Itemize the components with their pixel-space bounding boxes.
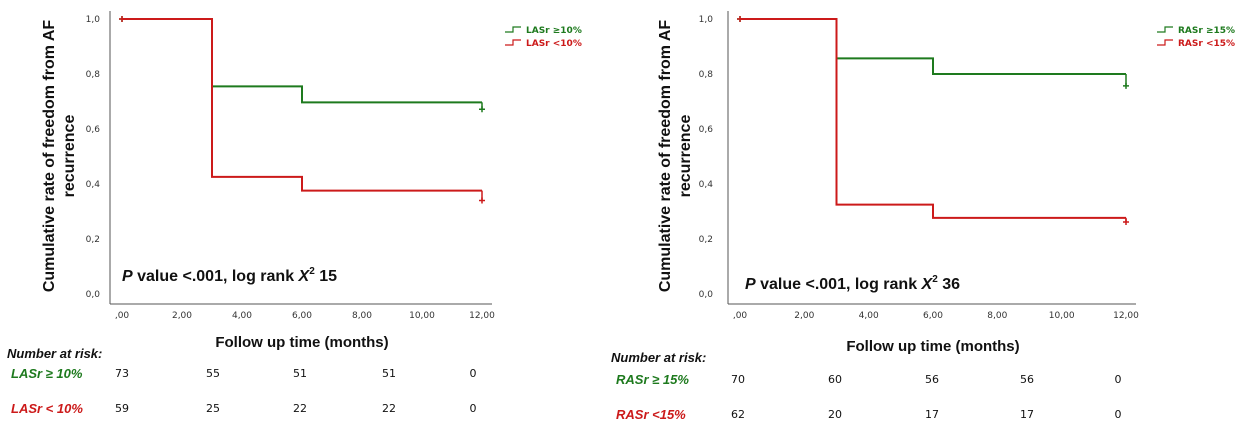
x-tick-label: 12,00 bbox=[1113, 311, 1139, 321]
series-line-high bbox=[122, 18, 482, 104]
risk-count: 0 bbox=[1115, 373, 1122, 386]
x-axis-label: Follow up time (months) bbox=[846, 338, 1019, 355]
chi-symbol: X bbox=[298, 268, 311, 285]
risk-row-label: LASr < 10% bbox=[11, 401, 83, 416]
x-tick-label: 8,00 bbox=[987, 311, 1007, 321]
legend-swatch bbox=[1157, 39, 1173, 46]
risk-count: 0 bbox=[470, 402, 477, 415]
risk-count: 25 bbox=[206, 402, 220, 415]
x-tick-label: 4,00 bbox=[859, 311, 879, 321]
chi-superscript: 2 bbox=[309, 266, 315, 277]
risk-count: 60 bbox=[828, 373, 842, 386]
y-axis-label-line2: recurrence bbox=[61, 115, 78, 198]
legend-swatch bbox=[505, 26, 521, 33]
risk-count: 56 bbox=[925, 373, 939, 386]
risk-table: Number at risk: LASr ≥ 10% 73 55 51 51 0 LASr <… bbox=[7, 346, 477, 416]
risk-table-header: Number at risk: bbox=[7, 346, 102, 361]
risk-row-label: LASr ≥ 10% bbox=[11, 366, 83, 381]
x-tick-label: 2,00 bbox=[172, 311, 192, 321]
chi-value: 36 bbox=[938, 276, 960, 293]
chi-superscript: 2 bbox=[932, 274, 938, 285]
x-tick-label: 6,00 bbox=[923, 311, 943, 321]
series-line-low bbox=[122, 18, 482, 192]
risk-count: 70 bbox=[731, 373, 745, 386]
y-tick-label: 1,0 bbox=[86, 15, 101, 25]
risk-count: 59 bbox=[115, 402, 129, 415]
x-tick-label: 10,00 bbox=[409, 311, 435, 321]
risk-count: 0 bbox=[470, 367, 477, 380]
risk-table-header: Number at risk: bbox=[611, 350, 706, 365]
legend-swatch bbox=[505, 39, 521, 46]
legend-entry: LASr ≥10% bbox=[505, 26, 582, 36]
legend-entry: LASr <10% bbox=[505, 39, 582, 49]
y-tick-label: 0,6 bbox=[86, 125, 101, 135]
x-tick-label: 2,00 bbox=[794, 311, 814, 321]
risk-count: 22 bbox=[293, 402, 307, 415]
censor-mark bbox=[1123, 82, 1129, 89]
risk-count: 56 bbox=[1020, 373, 1034, 386]
km-chart-2: 0,0 0,2 0,4 0,6 0,8 1,0 ,00 2,00 4,00 6,00 8,00 10,… bbox=[611, 11, 1235, 421]
x-tick-label: ,00 bbox=[115, 311, 130, 321]
risk-count: 73 bbox=[115, 367, 129, 380]
y-tick-label: 0,6 bbox=[699, 125, 714, 135]
legend-swatch bbox=[1157, 26, 1173, 33]
series-line-low bbox=[740, 18, 1126, 219]
risk-row-label: RASr <15% bbox=[616, 407, 686, 421]
censor-mark bbox=[1123, 218, 1129, 225]
risk-count: 17 bbox=[925, 408, 939, 421]
p-value-annotation: P value <.001, log rank X2 36 bbox=[745, 274, 960, 293]
y-tick-label: 0,2 bbox=[699, 235, 713, 245]
risk-count: 51 bbox=[382, 367, 396, 380]
y-tick-label: 0,4 bbox=[699, 180, 714, 190]
p-symbol: P bbox=[122, 268, 133, 285]
series-line-high bbox=[740, 18, 1126, 75]
risk-count: 51 bbox=[293, 367, 307, 380]
censor-mark bbox=[119, 16, 125, 22]
x-tick-label: 10,00 bbox=[1049, 311, 1075, 321]
risk-count: 55 bbox=[206, 367, 220, 380]
x-tick-label: 4,00 bbox=[232, 311, 252, 321]
legend-label: LASr <10% bbox=[526, 39, 582, 49]
y-tick-label: 0,8 bbox=[86, 70, 101, 80]
p-symbol: P bbox=[745, 276, 756, 293]
legend-label: RASr ≥15% bbox=[1178, 26, 1235, 36]
y-axis-label: Cumulative rate of freedom from AF bbox=[657, 20, 674, 293]
risk-count: 22 bbox=[382, 402, 396, 415]
censor-mark bbox=[479, 197, 485, 204]
y-tick-label: 0,0 bbox=[699, 290, 714, 300]
x-axis-label: Follow up time (months) bbox=[215, 334, 388, 351]
legend-label: RASr <15% bbox=[1178, 39, 1235, 49]
p-value-annotation: P value <.001, log rank X2 15 bbox=[122, 266, 337, 285]
risk-count: 17 bbox=[1020, 408, 1034, 421]
censor-mark bbox=[737, 16, 743, 22]
chi-symbol: X bbox=[921, 276, 934, 293]
risk-count: 20 bbox=[828, 408, 842, 421]
chi-value: 15 bbox=[315, 268, 337, 285]
y-tick-label: 1,0 bbox=[699, 15, 714, 25]
x-tick-label: ,00 bbox=[733, 311, 748, 321]
y-tick-label: 0,0 bbox=[86, 290, 101, 300]
legend-entry: RASr <15% bbox=[1157, 39, 1235, 49]
km-chart-1: 0,0 0,2 0,4 0,6 0,8 1,0 ,00 2,00 4,00 6,00 8,00 10,… bbox=[7, 11, 582, 416]
x-tick-label: 8,00 bbox=[352, 311, 372, 321]
censor-mark bbox=[479, 106, 485, 113]
p-text: value <.001, log rank bbox=[133, 268, 299, 285]
legend-entry: RASr ≥15% bbox=[1157, 26, 1235, 36]
risk-table: Number at risk: RASr ≥ 15% 70 60 56 56 0 RASr <… bbox=[611, 350, 1122, 421]
risk-row-label: RASr ≥ 15% bbox=[616, 372, 689, 387]
x-tick-label: 6,00 bbox=[292, 311, 312, 321]
legend-label: LASr ≥10% bbox=[526, 26, 582, 36]
risk-count: 0 bbox=[1115, 408, 1122, 421]
y-tick-label: 0,2 bbox=[86, 235, 100, 245]
p-text: value <.001, log rank bbox=[756, 276, 922, 293]
y-tick-label: 0,8 bbox=[699, 70, 714, 80]
y-tick-label: 0,4 bbox=[86, 180, 101, 190]
risk-count: 62 bbox=[731, 408, 745, 421]
y-axis-label-line2: recurrence bbox=[677, 115, 694, 198]
y-axis-label: Cumulative rate of freedom from AF bbox=[41, 20, 58, 293]
x-tick-label: 12,00 bbox=[469, 311, 495, 321]
